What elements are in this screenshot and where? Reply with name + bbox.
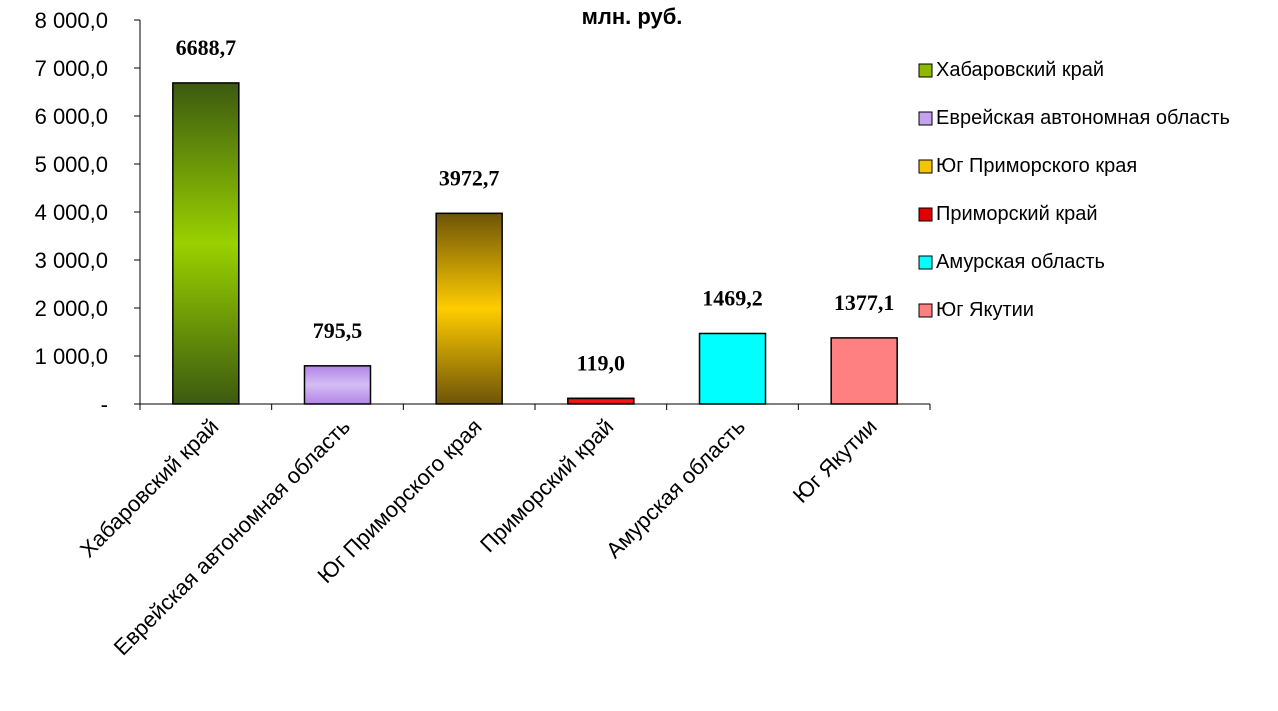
legend-swatch — [918, 159, 933, 174]
legend-label: Еврейская автономная область — [936, 107, 1230, 129]
legend-swatch — [918, 303, 933, 318]
legend-label: Юг Якутии — [936, 299, 1034, 321]
y-tick-label: 8 000,0 — [35, 8, 108, 33]
legend-swatch — [918, 255, 933, 270]
bar — [567, 397, 635, 405]
legend-swatch — [918, 111, 933, 126]
y-tick-label: 5 000,0 — [35, 152, 108, 177]
y-tick-label: - — [101, 392, 108, 417]
y-tick-label: 1 000,0 — [35, 344, 108, 369]
bar — [435, 212, 503, 405]
data-label: 6688,7 — [176, 35, 237, 60]
data-label: 119,0 — [577, 350, 625, 375]
x-tick-label: Еврейская автономная область — [109, 414, 355, 660]
x-tick-label: Юг Якутии — [788, 414, 882, 508]
bars-group: 6688,7 795,5 3972,7 119,0 1469,2 1377,1 — [172, 35, 898, 405]
y-tick-label: 2 000,0 — [35, 296, 108, 321]
legend: Хабаровский край Еврейская автономная обл… — [918, 59, 1230, 321]
y-tick-label: 4 000,0 — [35, 200, 108, 225]
data-label: 1469,2 — [702, 285, 763, 310]
x-tick-label: Хабаровский край — [75, 414, 223, 562]
data-label: 3972,7 — [439, 165, 500, 190]
y-tick-label: 6 000,0 — [35, 104, 108, 129]
legend-label: Приморский край — [936, 203, 1097, 225]
chart-title: млн. руб. — [582, 4, 683, 29]
legend-swatch — [918, 207, 933, 222]
bar — [303, 365, 372, 405]
x-tick-label: Приморский край — [475, 414, 618, 557]
y-tick-label: 3 000,0 — [35, 248, 108, 273]
data-label: 795,5 — [313, 318, 363, 343]
bar — [172, 82, 240, 405]
bar — [830, 337, 898, 405]
legend-swatch — [918, 63, 933, 78]
y-axis-ticks: - 1 000,0 2 000,0 3 000,0 4 000,0 5 000,0 6 00… — [35, 8, 931, 417]
data-label: 1377,1 — [834, 290, 895, 315]
legend-label: Юг Приморского края — [936, 155, 1137, 177]
bar — [698, 332, 767, 405]
legend-label: Амурская область — [936, 251, 1105, 273]
y-tick-label: 7 000,0 — [35, 56, 108, 81]
legend-label: Хабаровский край — [936, 59, 1104, 81]
x-tick-label: Амурская область — [601, 414, 750, 563]
